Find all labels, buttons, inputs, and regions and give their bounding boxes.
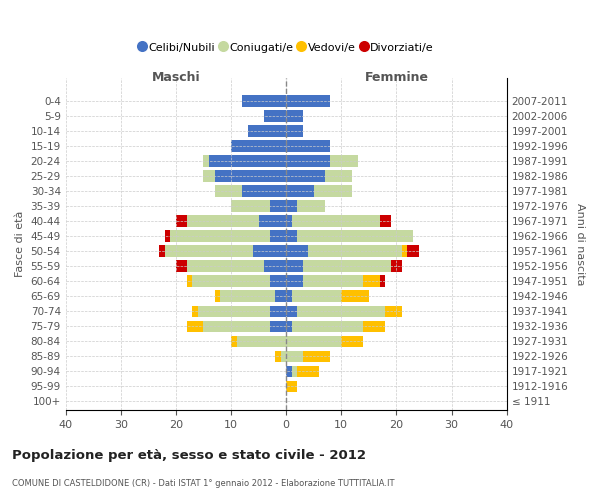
Bar bbox=[286, 336, 341, 347]
Bar bbox=[231, 200, 269, 211]
Bar bbox=[286, 216, 292, 226]
Bar bbox=[364, 320, 385, 332]
Bar bbox=[325, 170, 352, 181]
Bar bbox=[364, 276, 380, 286]
Text: Femmine: Femmine bbox=[364, 72, 428, 85]
Legend: Celibi/Nubili, Coniugati/e, Vedovi/e, Divorziati/e: Celibi/Nubili, Coniugati/e, Vedovi/e, Di… bbox=[134, 38, 438, 57]
Bar bbox=[286, 350, 303, 362]
Bar bbox=[286, 260, 303, 272]
Y-axis label: Fasce di età: Fasce di età bbox=[15, 211, 25, 278]
Bar bbox=[231, 336, 236, 347]
Bar bbox=[286, 170, 325, 181]
Bar bbox=[242, 95, 286, 106]
Bar bbox=[314, 186, 352, 196]
Bar bbox=[297, 366, 319, 377]
Bar bbox=[259, 216, 286, 226]
Bar bbox=[209, 156, 286, 166]
Bar bbox=[286, 320, 292, 332]
Bar bbox=[407, 246, 419, 256]
Bar bbox=[297, 306, 385, 317]
Bar bbox=[242, 186, 286, 196]
Bar bbox=[303, 276, 364, 286]
Bar bbox=[286, 110, 303, 122]
Bar bbox=[176, 260, 187, 272]
Bar bbox=[286, 246, 308, 256]
Text: Maschi: Maschi bbox=[152, 72, 200, 85]
Bar bbox=[286, 366, 292, 377]
Bar bbox=[269, 230, 286, 241]
Bar bbox=[308, 246, 402, 256]
Bar bbox=[275, 350, 281, 362]
Bar bbox=[193, 306, 198, 317]
Bar bbox=[264, 110, 286, 122]
Bar bbox=[170, 230, 269, 241]
Bar bbox=[187, 320, 203, 332]
Bar bbox=[215, 290, 220, 302]
Bar bbox=[402, 246, 407, 256]
Bar bbox=[198, 306, 269, 317]
Bar bbox=[297, 200, 325, 211]
Bar bbox=[341, 336, 364, 347]
Bar bbox=[269, 200, 286, 211]
Bar bbox=[286, 156, 331, 166]
Bar bbox=[292, 320, 364, 332]
Bar bbox=[160, 246, 165, 256]
Bar bbox=[331, 156, 358, 166]
Text: COMUNE DI CASTELDIDONE (CR) - Dati ISTAT 1° gennaio 2012 - Elaborazione TUTTITAL: COMUNE DI CASTELDIDONE (CR) - Dati ISTAT… bbox=[12, 478, 395, 488]
Bar bbox=[236, 336, 286, 347]
Bar bbox=[286, 306, 297, 317]
Bar bbox=[203, 320, 269, 332]
Bar bbox=[286, 200, 297, 211]
Bar bbox=[281, 350, 286, 362]
Bar bbox=[292, 290, 341, 302]
Bar bbox=[187, 276, 193, 286]
Bar bbox=[292, 366, 297, 377]
Bar bbox=[380, 276, 385, 286]
Bar bbox=[391, 260, 402, 272]
Bar bbox=[269, 306, 286, 317]
Bar bbox=[215, 170, 286, 181]
Bar bbox=[269, 276, 286, 286]
Bar bbox=[286, 126, 303, 136]
Bar bbox=[341, 290, 369, 302]
Bar bbox=[286, 276, 303, 286]
Bar bbox=[187, 260, 264, 272]
Bar bbox=[203, 156, 209, 166]
Bar bbox=[269, 320, 286, 332]
Bar bbox=[215, 186, 242, 196]
Bar bbox=[275, 290, 286, 302]
Bar bbox=[292, 216, 380, 226]
Text: Popolazione per età, sesso e stato civile - 2012: Popolazione per età, sesso e stato civil… bbox=[12, 450, 366, 462]
Bar bbox=[286, 140, 331, 151]
Bar bbox=[385, 306, 402, 317]
Bar bbox=[303, 260, 391, 272]
Y-axis label: Anni di nascita: Anni di nascita bbox=[575, 203, 585, 285]
Bar bbox=[286, 230, 297, 241]
Bar bbox=[187, 216, 259, 226]
Bar bbox=[176, 216, 187, 226]
Bar bbox=[286, 290, 292, 302]
Bar bbox=[203, 170, 215, 181]
Bar bbox=[286, 186, 314, 196]
Bar bbox=[286, 380, 297, 392]
Bar bbox=[303, 350, 331, 362]
Bar bbox=[380, 216, 391, 226]
Bar bbox=[297, 230, 413, 241]
Bar bbox=[165, 246, 253, 256]
Bar bbox=[193, 276, 269, 286]
Bar bbox=[286, 95, 331, 106]
Bar bbox=[253, 246, 286, 256]
Bar bbox=[231, 140, 286, 151]
Bar bbox=[220, 290, 275, 302]
Bar bbox=[165, 230, 170, 241]
Bar bbox=[264, 260, 286, 272]
Bar bbox=[248, 126, 286, 136]
